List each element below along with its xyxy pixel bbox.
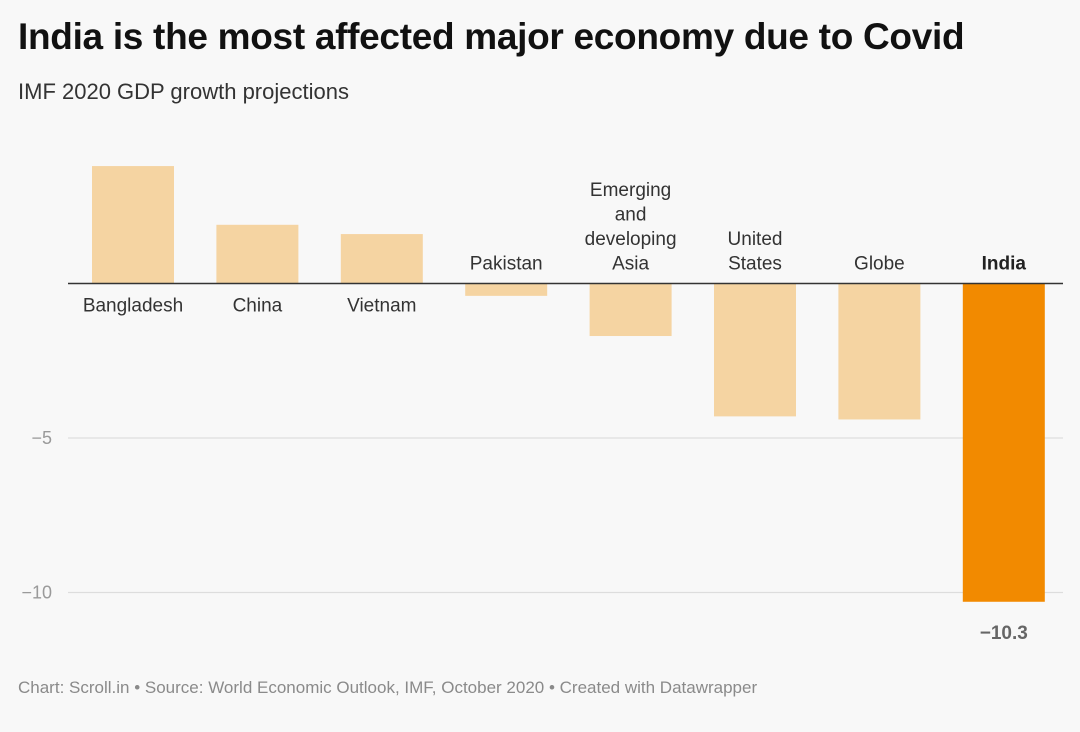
bar-china xyxy=(216,224,299,284)
bar-vietnam xyxy=(340,234,423,284)
category-label: Emerging and developing Asia xyxy=(585,180,677,275)
bar-bangladesh xyxy=(92,166,174,284)
category-label: India xyxy=(982,254,1027,275)
bar-globe xyxy=(838,283,921,420)
data-label: −10.3 xyxy=(980,623,1028,644)
category-label: China xyxy=(233,296,283,317)
y-tick-label: −10 xyxy=(21,583,52,603)
chart-subtitle: IMF 2020 GDP growth projections xyxy=(18,79,349,104)
category-label: Globe xyxy=(854,254,905,275)
chart-title: India is the most affected major economy… xyxy=(18,16,965,57)
category-label: Bangladesh xyxy=(83,296,183,317)
bar-pakistan xyxy=(465,283,548,296)
category-label: Vietnam xyxy=(347,296,416,317)
bars xyxy=(92,166,1045,602)
bar-india xyxy=(962,283,1045,602)
gridlines xyxy=(68,437,1063,594)
chart-footer: Chart: Scroll.in • Source: World Economi… xyxy=(18,678,758,697)
bar-united-states xyxy=(714,283,796,417)
bar-chart: −5 −10 Bangladesh China Vietnam Pakistan Emerg… xyxy=(21,166,1063,644)
category-label: Pakistan xyxy=(470,254,543,275)
labels: −5 −10 Bangladesh China Vietnam Pakistan Emerg… xyxy=(21,180,1063,644)
category-label: United States xyxy=(728,229,783,275)
y-tick-label: −5 xyxy=(31,428,52,448)
bar-emerging-and-developing-asia xyxy=(589,283,672,337)
